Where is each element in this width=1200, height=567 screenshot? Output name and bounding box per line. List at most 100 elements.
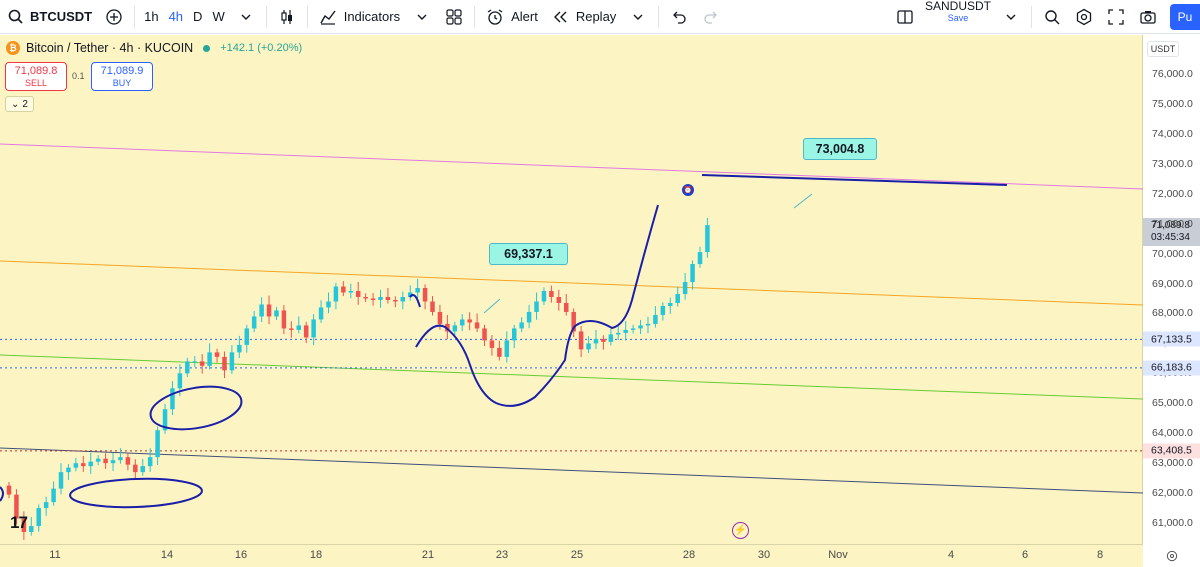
chart-plot-area[interactable]: ₿ Bitcoin / Tether · 4h · KUCOIN +142.1 …	[0, 35, 1143, 544]
lightning-icon[interactable]: ⚡	[732, 522, 749, 539]
alert-button[interactable]: Alert	[479, 0, 544, 34]
layout-icon	[895, 7, 915, 27]
candle-body	[274, 310, 279, 317]
level-price-tag: 63,408.5	[1143, 443, 1200, 459]
candle-body	[251, 316, 257, 329]
candle-body	[222, 356, 227, 371]
toolbar-divider	[658, 5, 660, 28]
timeframe-1h[interactable]: 1h	[144, 9, 159, 24]
candle-body	[36, 508, 41, 527]
candle-body	[705, 225, 710, 253]
symbol-label: BTCUSDT	[30, 9, 93, 24]
candle-body	[81, 463, 86, 467]
chevron-down-icon	[1001, 7, 1021, 27]
indicators-label: Indicators	[343, 9, 401, 24]
time-tick-label: 4	[947, 549, 955, 561]
trendline-lower	[0, 354, 1143, 400]
timeframe-w[interactable]: W	[212, 9, 225, 24]
replay-button[interactable]: Replay	[544, 0, 622, 34]
time-tick-label: Nov	[828, 549, 848, 561]
candle-body	[296, 325, 302, 330]
sell-price: 71,089.8	[14, 64, 58, 77]
time-axis[interactable]: 11 14 16 18 21 23 25 28 30 Nov 4 6 8	[0, 544, 1143, 567]
indicators-button[interactable]: Indicators	[312, 0, 406, 34]
price-callout-2[interactable]: 73,004.8	[803, 138, 877, 160]
candle-body	[630, 328, 636, 330]
currency-selector[interactable]: USDT	[1147, 41, 1179, 57]
candle-body	[207, 352, 212, 366]
candle-body	[385, 296, 391, 300]
candle-body	[103, 458, 108, 464]
snapshot-button[interactable]	[1132, 0, 1164, 34]
top-toolbar: BTCUSDT 1h 4h D W Indicators	[0, 0, 1200, 34]
publish-button[interactable]: Pu	[1170, 4, 1200, 30]
rewind-icon	[550, 7, 570, 27]
candle-body	[497, 347, 502, 357]
undo-icon	[669, 7, 689, 27]
timeframe-4h[interactable]: 4h	[168, 9, 184, 24]
candle-body	[623, 329, 628, 333]
buy-label: BUY	[112, 77, 132, 88]
candle-body	[482, 328, 487, 341]
replay-dropdown[interactable]	[622, 0, 654, 34]
time-tick-label: 18	[309, 549, 323, 561]
candle-body	[422, 288, 428, 302]
candle-body	[571, 311, 576, 332]
candle-body	[697, 252, 703, 265]
fullscreen-button[interactable]	[1100, 0, 1132, 34]
candle-body	[660, 305, 666, 315]
toolbar-divider	[134, 5, 136, 28]
quick-search-button[interactable]	[1036, 0, 1068, 34]
timeframe-d[interactable]: D	[193, 9, 203, 24]
indicators-collapse-button[interactable]: ⌄ 2	[5, 96, 34, 112]
candle-body	[311, 319, 316, 338]
symbol-search-button[interactable]: BTCUSDT	[0, 0, 98, 34]
trendline-target	[701, 174, 1008, 186]
candle-body	[281, 310, 287, 329]
axis-settings-button[interactable]	[1143, 544, 1200, 567]
candle-body	[88, 461, 93, 467]
legend-title[interactable]: Bitcoin / Tether · 4h · KUCOIN	[26, 41, 194, 55]
price-tick-label: 61,000.0	[1152, 517, 1193, 530]
settings-button[interactable]	[1068, 0, 1100, 34]
candle-body	[147, 457, 153, 467]
indicators-icon	[318, 7, 338, 27]
price-tick-label: 72,000.0	[1152, 187, 1193, 200]
trendline-upper	[0, 143, 1143, 190]
price-chart[interactable]	[0, 35, 1143, 544]
layout-dropdown[interactable]	[995, 0, 1027, 34]
candle-body	[378, 296, 383, 300]
undo-button[interactable]	[663, 0, 695, 34]
candle-body	[682, 282, 688, 294]
time-tick-label: 30	[757, 549, 771, 561]
price-tick-label: 69,000.0	[1152, 277, 1193, 290]
candle-body	[348, 290, 354, 293]
compare-button[interactable]	[98, 0, 130, 34]
candle-body	[430, 301, 435, 312]
redo-button[interactable]	[695, 0, 727, 34]
price-callout-1[interactable]: 69,337.1	[489, 243, 568, 265]
candle-body	[578, 331, 584, 350]
candle-body	[51, 488, 56, 503]
sell-button[interactable]: 71,089.8 SELL	[5, 62, 67, 91]
chart-type-button[interactable]	[271, 0, 303, 34]
layout-toggle-button[interactable]	[889, 0, 921, 34]
toolbar-divider	[1031, 6, 1032, 28]
candle-body	[549, 290, 554, 297]
alert-marker-icon[interactable]: ⏰	[682, 184, 694, 196]
price-axis[interactable]: USDT 71,089.8 03:45:34 61,000.0 62,000.0 6…	[1143, 35, 1200, 544]
hand-drawn-ellipse	[149, 385, 243, 431]
time-tick-label: 6	[1021, 549, 1029, 561]
chevron-down-icon	[628, 7, 648, 27]
candle-body	[185, 361, 190, 374]
trendline-bottom	[0, 447, 1143, 494]
candle-body	[363, 296, 368, 299]
templates-button[interactable]	[438, 0, 470, 34]
spread-value: 0.1	[72, 71, 85, 81]
buy-button[interactable]: 71,089.9 BUY	[91, 62, 153, 91]
indicators-dropdown[interactable]	[406, 0, 438, 34]
candle-body	[526, 311, 532, 323]
layout-name-button[interactable]: SANDUSDT Save	[921, 0, 995, 34]
timeframe-dropdown[interactable]	[230, 0, 262, 34]
candle-body	[586, 343, 591, 350]
